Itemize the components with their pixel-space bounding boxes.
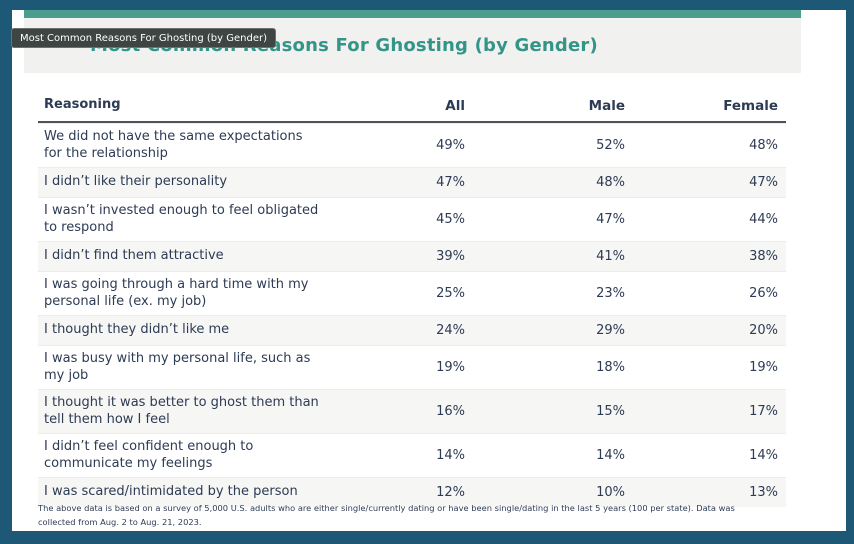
male-value-cell: 23% xyxy=(596,286,625,301)
female-value-cell: 20% xyxy=(749,323,778,338)
tooltip-text: Most Common Reasons For Ghosting (by Gen… xyxy=(20,32,267,44)
female-value-cell: 44% xyxy=(749,212,778,227)
table-row: I thought it was better to ghost them th… xyxy=(38,389,786,433)
top-accent-strip xyxy=(24,10,801,18)
female-value-cell: 48% xyxy=(749,138,778,153)
table-row: I thought they didn’t like me 24% 29% 20% xyxy=(38,315,786,345)
column-header-all: All xyxy=(445,97,465,114)
source-footnote: The above data is based on a survey of 5… xyxy=(38,503,735,527)
table-row: We did not have the same expectations fo… xyxy=(38,123,786,167)
female-value-cell: 17% xyxy=(749,404,778,419)
male-value-cell: 41% xyxy=(596,249,625,264)
reason-cell: I didn’t like their personality xyxy=(44,174,228,190)
table-row: I was scared/intimidated by the person 12… xyxy=(38,477,786,507)
female-value-cell: 47% xyxy=(749,175,778,190)
reason-cell: I didn’t find them attractive xyxy=(44,248,224,264)
reason-cell: I was busy with my personal life, such a… xyxy=(44,351,311,383)
column-header-male: Male xyxy=(588,97,625,114)
female-value-cell: 13% xyxy=(749,485,778,500)
reason-cell: I was going through a hard time with my … xyxy=(44,277,309,309)
male-value-cell: 52% xyxy=(596,138,625,153)
reason-cell: I thought it was better to ghost them th… xyxy=(44,395,319,427)
table-row: I didn’t find them attractive 39% 41% 38% xyxy=(38,241,786,271)
all-value-cell: 39% xyxy=(436,249,465,264)
table-row: I was going through a hard time with my … xyxy=(38,271,786,315)
reason-cell: I thought they didn’t like me xyxy=(44,322,230,338)
male-value-cell: 15% xyxy=(596,404,625,419)
ghosting-reasons-table: Reasoning All Male Female We did not hav… xyxy=(38,90,786,507)
female-value-cell: 38% xyxy=(749,249,778,264)
male-value-cell: 14% xyxy=(596,448,625,463)
table-row: I wasn’t invested enough to feel obligat… xyxy=(38,197,786,241)
all-value-cell: 14% xyxy=(436,448,465,463)
reason-cell: We did not have the same expectations fo… xyxy=(44,129,303,161)
male-value-cell: 10% xyxy=(596,485,625,500)
male-value-cell: 18% xyxy=(596,360,625,375)
female-value-cell: 19% xyxy=(749,360,778,375)
table-body: We did not have the same expectations fo… xyxy=(38,123,786,507)
male-value-cell: 47% xyxy=(596,212,625,227)
female-value-cell: 14% xyxy=(749,448,778,463)
male-value-cell: 48% xyxy=(596,175,625,190)
all-value-cell: 49% xyxy=(436,138,465,153)
infographic-card[interactable]: Most Common Reasons For Ghosting (by Gen… xyxy=(12,10,846,531)
female-value-cell: 26% xyxy=(749,286,778,301)
column-header-female: Female xyxy=(723,97,778,114)
all-value-cell: 45% xyxy=(436,212,465,227)
all-value-cell: 24% xyxy=(436,323,465,338)
all-value-cell: 16% xyxy=(436,404,465,419)
all-value-cell: 47% xyxy=(436,175,465,190)
table-row: I didn’t like their personality 47% 48% 47% xyxy=(38,167,786,197)
reason-cell: I wasn’t invested enough to feel obligat… xyxy=(44,203,319,235)
table-row: I didn’t feel confident enough to commun… xyxy=(38,433,786,477)
all-value-cell: 19% xyxy=(436,360,465,375)
all-value-cell: 12% xyxy=(436,485,465,500)
reason-cell: I was scared/intimidated by the person xyxy=(44,484,298,500)
all-value-cell: 25% xyxy=(436,286,465,301)
table-row: I was busy with my personal life, such a… xyxy=(38,345,786,389)
column-header-reasoning: Reasoning xyxy=(44,97,121,113)
table-header-row: Reasoning All Male Female xyxy=(38,90,786,123)
reason-cell: I didn’t feel confident enough to commun… xyxy=(44,439,254,471)
alt-text-tooltip: Most Common Reasons For Ghosting (by Gen… xyxy=(11,28,276,48)
male-value-cell: 29% xyxy=(596,323,625,338)
